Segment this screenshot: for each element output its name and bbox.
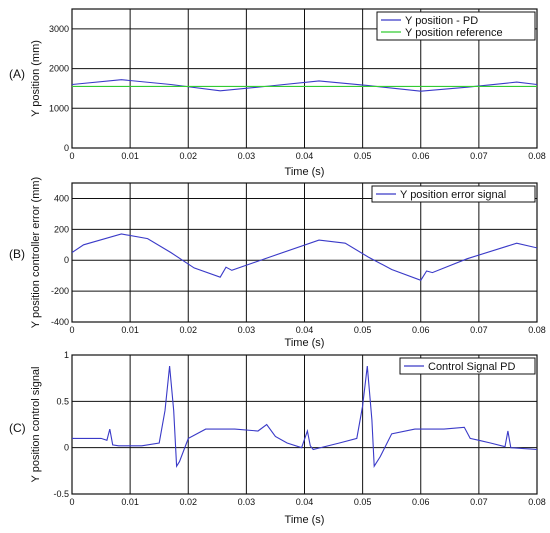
y-axis-label: Y position controller error (mm) [30, 177, 42, 328]
series-line-1 [72, 233, 537, 281]
legend-box [376, 11, 536, 41]
x-axis-label: Time (s) [285, 166, 325, 178]
y-axis-label: Y position (mm) [30, 40, 42, 117]
x-tick-label: 0.03 [238, 151, 256, 161]
y-tick-label: 400 [54, 193, 69, 203]
y-tick-label: 1 [64, 350, 69, 360]
x-tick-label: 0.03 [238, 325, 256, 335]
panel-label: (C) [9, 421, 26, 435]
y-axis-label: Y position control signal [30, 367, 42, 483]
x-tick-label: 0.08 [528, 325, 546, 335]
x-tick-label: 0.02 [179, 497, 197, 507]
x-tick-label: 0 [69, 325, 74, 335]
y-tick-label: 3000 [49, 24, 69, 34]
x-tick-label: 0.02 [179, 325, 197, 335]
x-tick-label: 0.06 [412, 151, 430, 161]
x-tick-label: 0.08 [528, 497, 546, 507]
y-tick-label: 0.5 [56, 396, 69, 406]
x-tick-label: 0.06 [412, 497, 430, 507]
x-tick-label: 0.07 [470, 497, 488, 507]
x-tick-label: 0.01 [121, 325, 139, 335]
x-tick-label: 0.07 [470, 325, 488, 335]
plot-frame [71, 354, 538, 495]
x-tick-label: 0.07 [470, 151, 488, 161]
y-tick-label: 200 [54, 224, 69, 234]
x-axis-label: Time (s) [285, 514, 325, 526]
panel-label: (B) [9, 247, 25, 261]
x-tick-label: 0.02 [179, 151, 197, 161]
y-tick-label: 2000 [49, 64, 69, 74]
x-tick-label: 0.05 [354, 151, 372, 161]
x-tick-label: 0.04 [296, 497, 314, 507]
x-tick-label: 0.05 [354, 497, 372, 507]
legend-box [371, 185, 536, 203]
x-tick-label: 0.08 [528, 151, 546, 161]
y-tick-label: 1000 [49, 103, 69, 113]
plot-frame [71, 8, 538, 149]
y-tick-label: -0.5 [53, 489, 69, 499]
y-tick-label: 0 [64, 443, 69, 453]
y-tick-label: -400 [51, 317, 69, 327]
series-line-1 [72, 366, 537, 468]
legend-entry-2: Y position reference [405, 27, 503, 39]
x-tick-label: 0.01 [121, 151, 139, 161]
legend-entry-1: Y position - PD [405, 15, 478, 27]
legend-box [399, 357, 536, 375]
legend-entry-1: Y position error signal [400, 189, 506, 201]
x-tick-label: 0.01 [121, 497, 139, 507]
x-tick-label: 0.05 [354, 325, 372, 335]
x-tick-label: 0.03 [238, 497, 256, 507]
x-tick-label: 0 [69, 151, 74, 161]
panel-label: (A) [9, 67, 25, 81]
x-tick-label: 0.04 [296, 151, 314, 161]
x-tick-label: 0.06 [412, 325, 430, 335]
chart-panel-2: 0 0.01 0.02 0.03 0.04 0.05 0.06 0.07 0.08 -400 -20… [9, 177, 546, 349]
y-tick-label: 0 [64, 143, 69, 153]
chart-panel-3: 0 0.01 0.02 0.03 0.04 0.05 0.06 0.07 0.08-0.500.… [9, 350, 546, 526]
x-tick-label: 0.04 [296, 325, 314, 335]
legend-entry-1: Control Signal PD [428, 361, 515, 373]
y-tick-label: 0 [64, 255, 69, 265]
chart-panel-1: 0 0.01 0.02 0.03 0.04 0.05 0.06 0.07 0.08 0 1000 20… [9, 8, 546, 178]
y-tick-label: -200 [51, 286, 69, 296]
x-axis-label: Time (s) [285, 337, 325, 349]
series-line-1 [72, 79, 537, 92]
x-tick-label: 0 [69, 497, 74, 507]
